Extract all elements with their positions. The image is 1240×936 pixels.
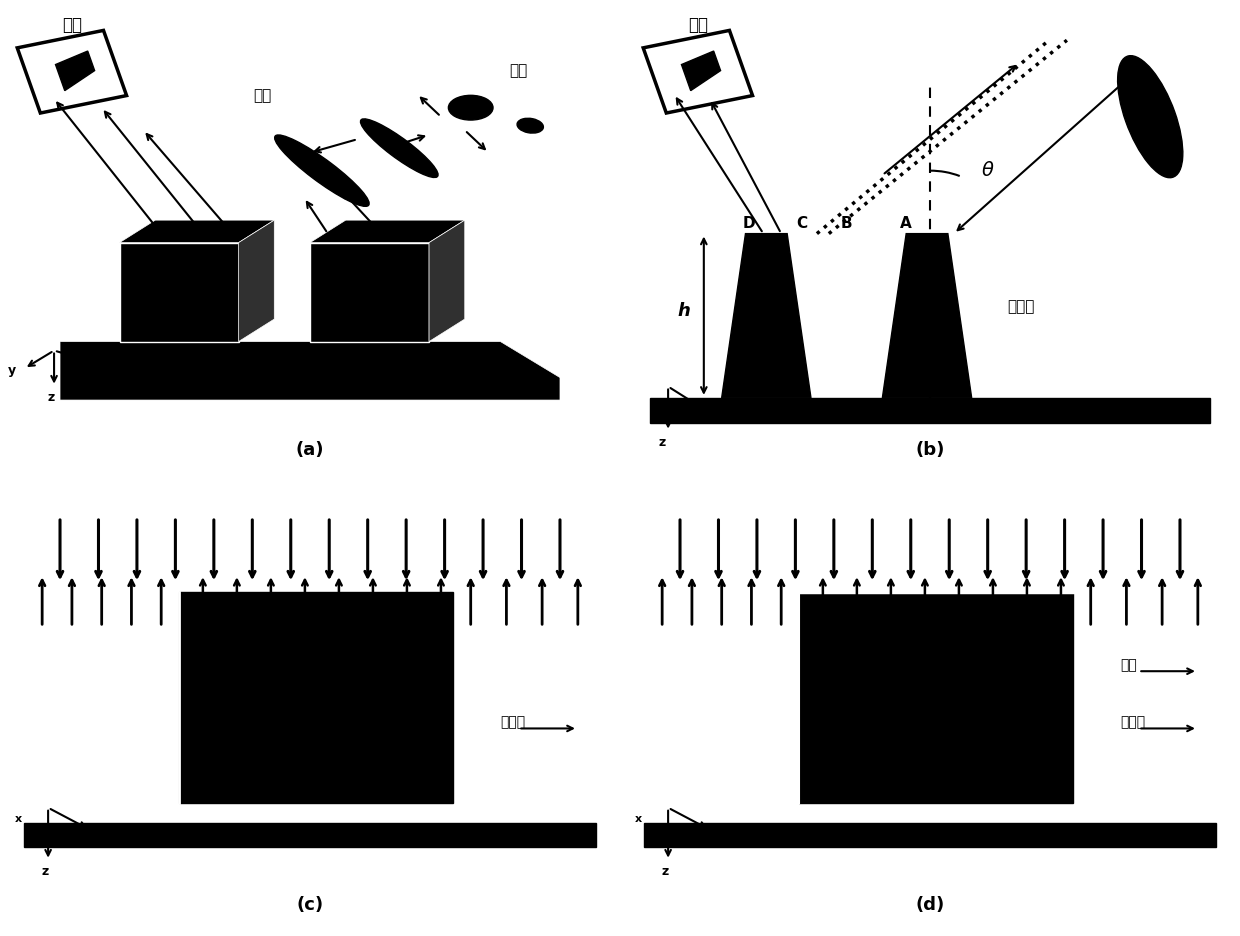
Polygon shape: [119, 243, 238, 343]
Text: z: z: [658, 435, 666, 448]
Text: z: z: [661, 864, 668, 877]
Text: $\theta$: $\theta$: [981, 161, 994, 180]
Text: y: y: [9, 364, 16, 376]
Polygon shape: [310, 243, 429, 343]
Text: x: x: [709, 402, 717, 415]
Text: x: x: [15, 813, 22, 823]
Ellipse shape: [517, 119, 543, 134]
Text: D: D: [743, 215, 755, 230]
Ellipse shape: [1117, 56, 1183, 179]
Text: 光刻胶: 光刻胶: [1121, 715, 1146, 728]
Bar: [645, 824, 1215, 847]
Polygon shape: [883, 234, 972, 399]
Text: h: h: [677, 301, 689, 319]
Polygon shape: [310, 221, 465, 243]
Polygon shape: [722, 234, 811, 399]
Text: 光刻胶: 光刻胶: [501, 715, 526, 728]
Text: z: z: [41, 864, 48, 877]
Polygon shape: [119, 221, 274, 243]
Text: y: y: [94, 822, 103, 835]
Polygon shape: [682, 52, 720, 92]
Text: 基底: 基底: [501, 823, 517, 837]
Text: (a): (a): [296, 441, 324, 459]
Polygon shape: [56, 52, 94, 92]
Polygon shape: [60, 343, 560, 401]
Text: y: y: [714, 822, 723, 835]
Text: x: x: [104, 359, 112, 373]
Ellipse shape: [361, 120, 438, 178]
Text: 基底: 基底: [1079, 406, 1097, 421]
Text: x: x: [635, 813, 642, 823]
Text: (c): (c): [296, 895, 324, 913]
Text: (d): (d): [915, 895, 945, 913]
Bar: [650, 399, 1210, 423]
Text: 透镜: 透镜: [253, 88, 272, 103]
Bar: [25, 824, 595, 847]
Polygon shape: [238, 221, 274, 343]
Polygon shape: [17, 32, 126, 114]
Polygon shape: [429, 221, 465, 343]
Text: 基底: 基底: [1121, 823, 1137, 837]
Ellipse shape: [274, 136, 370, 207]
Text: 相机: 相机: [688, 16, 708, 34]
Text: 光刻胶: 光刻胶: [1007, 299, 1034, 314]
Text: z: z: [47, 390, 55, 403]
Text: A: A: [900, 215, 911, 230]
Text: 相机: 相机: [62, 16, 82, 34]
Text: 金属: 金属: [1121, 657, 1137, 671]
Bar: [179, 592, 453, 803]
Text: B: B: [841, 215, 852, 230]
Bar: [799, 592, 1073, 803]
Polygon shape: [644, 32, 753, 114]
Text: (b): (b): [915, 441, 945, 459]
Ellipse shape: [449, 96, 494, 121]
Text: 光源: 光源: [510, 63, 527, 78]
Text: C: C: [796, 215, 807, 230]
